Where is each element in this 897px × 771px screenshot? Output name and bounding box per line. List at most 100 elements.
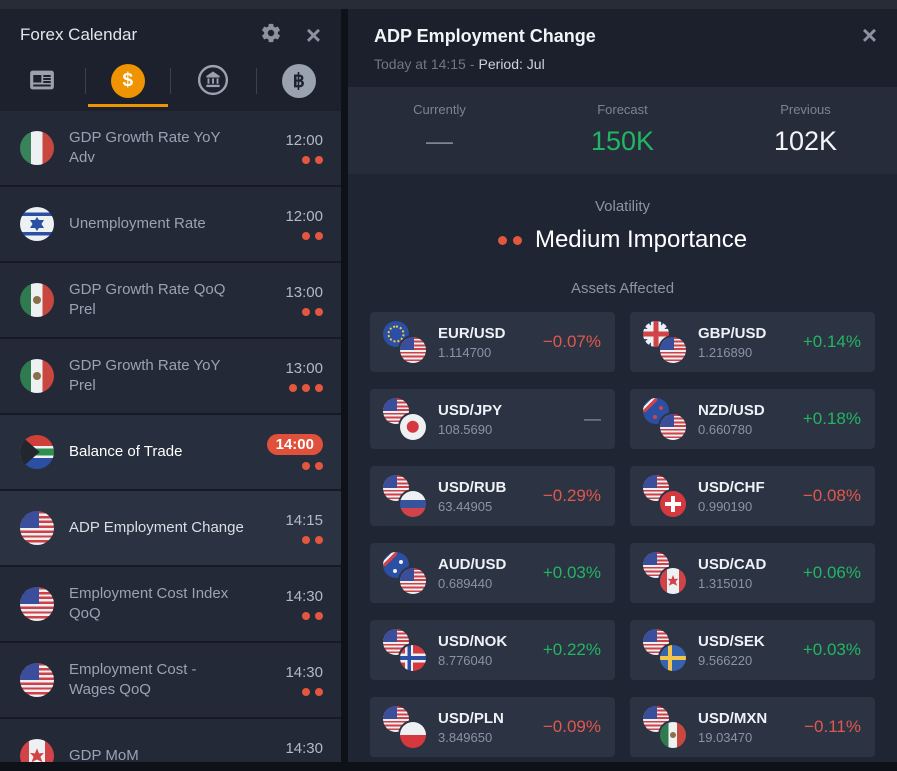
close-icon: ×	[305, 19, 321, 50]
asset-name: USD/CHF	[698, 478, 765, 496]
canada-flag-icon	[20, 739, 54, 762]
event-row[interactable]: Unemployment Rate 12:00	[0, 187, 341, 263]
volatility-section: Volatility Medium Importance Assets Affe…	[348, 174, 897, 297]
usa-flag-icon	[20, 663, 54, 697]
usa-flag-icon	[660, 414, 686, 440]
tab-currencies[interactable]: $	[86, 55, 171, 107]
asset-name: USD/NOK	[438, 632, 508, 650]
currency-pair-icon	[383, 552, 426, 594]
asset-card[interactable]: USD/PLN 3.849650 −0.09%	[370, 697, 615, 757]
asset-card[interactable]: USD/MXN 19.03470 −0.11%	[630, 697, 875, 757]
event-row-title: Unemployment Rate	[69, 215, 206, 232]
currency-pair-icon	[643, 321, 686, 363]
close-details-button[interactable]: ×	[861, 20, 877, 50]
event-row-time: 12:00	[285, 132, 323, 149]
importance-dots	[302, 688, 323, 696]
close-panel-button[interactable]: ×	[305, 19, 321, 50]
volatility-value: Medium Importance	[348, 226, 897, 254]
bitcoin-icon: ฿	[281, 64, 316, 98]
asset-change: —	[584, 409, 601, 428]
volatility-text: Medium Importance	[534, 226, 748, 253]
asset-price: 0.689440	[438, 575, 493, 591]
event-row[interactable]: ADP Employment Change 14:15	[0, 491, 341, 567]
currency-pair-icon	[383, 629, 426, 671]
asset-change: +0.06%	[802, 563, 861, 582]
italy-flag-icon	[20, 131, 54, 165]
asset-card[interactable]: USD/JPY 108.5690 —	[370, 389, 615, 449]
event-detail-panel: ADP Employment Change Today at 14:15- Per…	[348, 9, 897, 762]
event-row[interactable]: GDP MoM 14:30	[0, 719, 341, 762]
event-row-time: 13:00	[285, 360, 323, 377]
asset-name: GBP/USD	[698, 324, 767, 342]
event-row[interactable]: GDP Growth Rate YoY Adv 12:00	[0, 111, 341, 187]
event-row-title: GDP Growth Rate YoY Adv	[69, 129, 221, 166]
event-row[interactable]: GDP Growth Rate QoQ Prel 13:00	[0, 263, 341, 339]
asset-card[interactable]: USD/CHF 0.990190 −0.08%	[630, 466, 875, 526]
asset-change: +0.14%	[802, 332, 861, 351]
asset-card[interactable]: GBP/USD 1.216890 +0.14%	[630, 312, 875, 372]
event-row[interactable]: Balance of Trade 14:00	[0, 415, 341, 491]
event-title: ADP Employment Change	[374, 26, 596, 46]
japan-flag-icon	[400, 414, 426, 440]
event-row[interactable]: Employment Cost - Wages QoQ 14:30	[0, 643, 341, 719]
event-row-title: Balance of Trade	[69, 443, 183, 460]
currency-pair-icon	[383, 398, 426, 440]
detail-header: ADP Employment Change Today at 14:15- Per…	[348, 9, 897, 87]
asset-card[interactable]: USD/RUB 63.44905 −0.29%	[370, 466, 615, 526]
asset-change: −0.08%	[802, 486, 861, 505]
events-list: GDP Growth Rate YoY Adv 12:00 Unemployme…	[0, 111, 341, 762]
event-row-title: GDP Growth Rate YoY Prel	[69, 357, 221, 394]
importance-dots	[302, 612, 323, 620]
usa-flag-icon	[660, 337, 686, 363]
assets-affected-label: Assets Affected	[570, 280, 675, 297]
stat-label: Previous	[780, 102, 831, 117]
importance-dots	[302, 308, 323, 316]
gear-icon	[260, 22, 282, 47]
usa-flag-icon	[20, 511, 54, 545]
event-row-time: 14:15	[285, 512, 323, 529]
asset-name: USD/SEK	[698, 632, 765, 650]
assets-grid: EUR/USD 1.114700 −0.07% GBP/USD 1.216890…	[348, 297, 897, 757]
stat-value: 102K	[773, 126, 838, 156]
asset-card[interactable]: AUD/USD 0.689440 +0.03%	[370, 543, 615, 603]
asset-price: 0.990190	[698, 498, 753, 514]
asset-change: +0.03%	[802, 640, 861, 659]
calendar-panel: Forex Calendar × $	[0, 9, 341, 762]
close-icon: ×	[861, 20, 877, 50]
asset-card[interactable]: USD/CAD 1.315010 +0.06%	[630, 543, 875, 603]
poland-flag-icon	[400, 722, 426, 748]
asset-name: EUR/USD	[438, 324, 506, 342]
calendar-header: Forex Calendar ×	[0, 9, 341, 53]
asset-name: USD/MXN	[698, 709, 768, 727]
stat-column: Forecast 150K	[531, 102, 714, 157]
tab-news[interactable]	[0, 55, 85, 107]
event-row[interactable]: GDP Growth Rate YoY Prel 13:00	[0, 339, 341, 415]
usa-flag-icon	[20, 587, 54, 621]
asset-name: USD/RUB	[438, 478, 507, 496]
stat-label: Currently	[413, 102, 466, 117]
stat-value: 150K	[590, 126, 655, 156]
asset-card[interactable]: USD/NOK 8.776040 +0.22%	[370, 620, 615, 680]
asset-card[interactable]: USD/SEK 9.566220 +0.03%	[630, 620, 875, 680]
asset-change: −0.11%	[804, 717, 861, 736]
event-period-text: Period: Jul	[478, 56, 545, 72]
importance-dots	[302, 232, 323, 240]
usa-flag-icon	[383, 475, 409, 501]
asset-price: 1.114700	[438, 344, 492, 360]
asset-card[interactable]: EUR/USD 1.114700 −0.07%	[370, 312, 615, 372]
event-row[interactable]: Employment Cost Index QoQ 14:30	[0, 567, 341, 643]
israel-flag-icon	[20, 207, 54, 241]
currency-pair-icon	[643, 475, 686, 517]
settings-button[interactable]	[260, 22, 282, 47]
asset-price: 108.5690	[438, 421, 493, 437]
russia-flag-icon	[400, 491, 426, 517]
stats-row: Currently — Forecast 150K Previous 102K	[348, 87, 897, 174]
bank-icon	[197, 64, 229, 99]
tab-central-banks[interactable]	[171, 55, 256, 107]
norway-flag-icon	[400, 645, 426, 671]
tab-crypto[interactable]: ฿	[257, 55, 342, 107]
asset-card[interactable]: NZD/USD 0.660780 +0.18%	[630, 389, 875, 449]
asset-price: 0.660780	[698, 421, 753, 437]
event-row-title: GDP Growth Rate QoQ Prel	[69, 281, 226, 318]
usa-flag-icon	[400, 568, 426, 594]
